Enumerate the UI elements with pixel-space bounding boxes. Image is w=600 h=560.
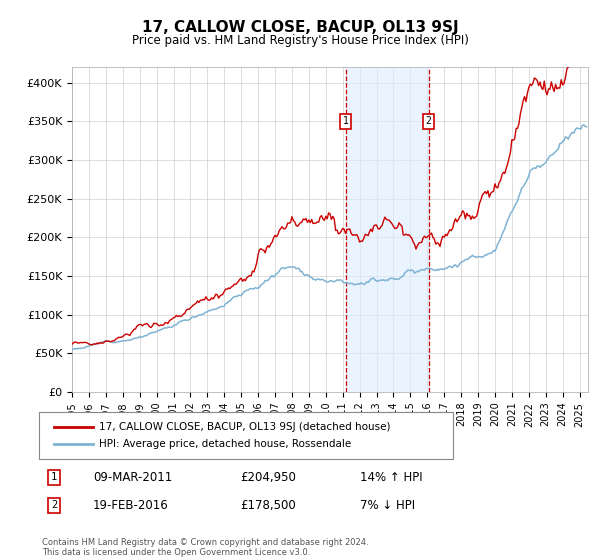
Text: HPI: Average price, detached house, Rossendale: HPI: Average price, detached house, Ross… — [99, 438, 351, 449]
Text: 1: 1 — [51, 472, 57, 482]
Text: 7% ↓ HPI: 7% ↓ HPI — [360, 498, 415, 512]
Text: £178,500: £178,500 — [240, 498, 296, 512]
Text: 2: 2 — [425, 116, 431, 127]
Text: 1: 1 — [343, 116, 349, 127]
Text: £204,950: £204,950 — [240, 470, 296, 484]
Text: 17, CALLOW CLOSE, BACUP, OL13 9SJ: 17, CALLOW CLOSE, BACUP, OL13 9SJ — [142, 20, 458, 35]
Text: 09-MAR-2011: 09-MAR-2011 — [93, 470, 172, 484]
Text: 2: 2 — [51, 500, 57, 510]
Text: Price paid vs. HM Land Registry's House Price Index (HPI): Price paid vs. HM Land Registry's House … — [131, 34, 469, 46]
Bar — [346, 67, 428, 392]
Text: 14% ↑ HPI: 14% ↑ HPI — [360, 470, 422, 484]
Text: 17, CALLOW CLOSE, BACUP, OL13 9SJ (detached house): 17, CALLOW CLOSE, BACUP, OL13 9SJ (detac… — [99, 422, 391, 432]
Text: Contains HM Land Registry data © Crown copyright and database right 2024.
This d: Contains HM Land Registry data © Crown c… — [42, 538, 368, 557]
Text: 19-FEB-2016: 19-FEB-2016 — [93, 498, 169, 512]
